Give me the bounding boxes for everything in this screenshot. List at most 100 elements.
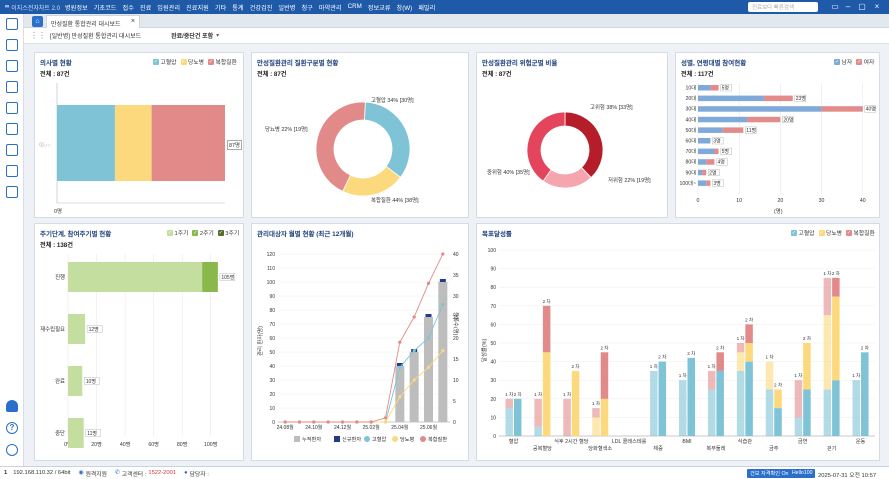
bar-segment <box>592 408 600 418</box>
ai-icon[interactable] <box>6 102 18 114</box>
user-icon[interactable] <box>6 81 18 93</box>
monthly-chart: 0 10 20 30 40 50 60 70 80 90 100 110 120 0 5 10 15 20 25 30… <box>267 252 459 443</box>
bar <box>409 352 419 422</box>
maximize-icon[interactable]: ▢ <box>858 2 866 11</box>
menu-item[interactable]: 패밀리 <box>418 4 436 12</box>
tick-label: 5 <box>453 399 456 405</box>
menu-item[interactable]: 병원정보 <box>64 4 88 12</box>
checkbox-icon[interactable]: ✓ <box>818 229 825 236</box>
remote-icon[interactable]: ◉ <box>78 470 84 476</box>
data-point <box>369 420 373 424</box>
checkbox-icon[interactable]: ✓ <box>192 229 199 236</box>
tick-label: 40 <box>860 198 866 204</box>
quick-search-input[interactable]: 진료보다 빠른검색 <box>748 2 818 12</box>
bar-segment <box>702 169 707 176</box>
staff-label: 담당자 : <box>189 471 209 478</box>
insurance-check-badge[interactable]: 건보 자격확인 On <box>747 469 792 478</box>
settings-icon[interactable] <box>6 123 18 135</box>
category-label: 금연 <box>798 437 808 445</box>
help-icon[interactable]: ? <box>6 422 18 434</box>
calculator-icon[interactable] <box>6 186 18 198</box>
tick-label: 70 <box>490 304 496 310</box>
y-axis-label: 달성률(%) <box>482 338 488 362</box>
bell-icon[interactable] <box>6 400 18 412</box>
bar-segment <box>745 361 753 436</box>
grid-icon[interactable]: ⋮⋮ <box>30 31 46 40</box>
checkbox-icon[interactable]: ✓ <box>791 229 797 236</box>
data-point <box>441 349 445 353</box>
checkbox-icon[interactable]: ✓ <box>834 58 840 65</box>
legend-male[interactable]: ✓ 남자 <box>834 57 852 66</box>
menu-item[interactable]: CRM <box>347 2 362 10</box>
hello100-badge[interactable]: Hello100 <box>789 469 816 478</box>
calendar-icon[interactable] <box>6 165 18 177</box>
panel-title: 목표달성률 <box>482 231 512 238</box>
filter-select[interactable]: 완료/중단건 포함 <box>171 34 214 40</box>
dashboard-icon[interactable] <box>6 18 18 30</box>
legend-cycle1[interactable]: ✓ 1주기 <box>167 228 188 237</box>
category-label: 혈압 <box>509 437 519 445</box>
checkbox-icon[interactable]: ✓ <box>167 229 173 236</box>
data-label: 1 차 <box>592 400 601 407</box>
window-icon[interactable]: ▭ <box>831 2 839 11</box>
category-label: 50대 <box>685 126 696 134</box>
menu-item[interactable]: 일반병 <box>278 4 296 12</box>
data-point <box>383 420 388 424</box>
checkbox-icon[interactable]: ✓ <box>153 58 159 65</box>
y2-axis-label: 등록수(명) <box>452 312 458 336</box>
legend-female[interactable]: ✓ 여자 <box>856 57 874 66</box>
data-label: 2 차 <box>774 382 783 389</box>
menu-item[interactable]: 통계 <box>232 4 244 12</box>
tab-label: 만성질환 통합관리 대시보드 <box>51 22 121 28</box>
menu-item[interactable]: 진료지원 <box>186 4 209 12</box>
legend-hypertension[interactable]: ✓ 고혈압 <box>791 228 815 237</box>
category-label: 100대~ <box>680 179 696 187</box>
bar-segment <box>710 85 719 91</box>
data-point <box>426 336 431 340</box>
checkbox-icon[interactable]: ✓ <box>180 58 187 65</box>
menu-item[interactable]: 정보교류 <box>367 4 391 12</box>
legend-complex[interactable]: ✓ 복합질환 <box>846 228 875 237</box>
document-icon[interactable] <box>6 39 18 51</box>
menu-item[interactable]: 건강검진 <box>249 4 273 12</box>
minimize-icon[interactable]: – <box>845 2 851 11</box>
menu-item[interactable]: 기초코드 <box>93 4 117 12</box>
chart-icon[interactable] <box>6 60 18 72</box>
menu-item[interactable]: 기타 <box>214 4 227 12</box>
data-label-box <box>219 273 236 281</box>
legend-cycle3[interactable]: ✓ 3주기 <box>217 228 239 237</box>
legend-diabetes[interactable]: ✓ 당뇨병 <box>818 228 842 237</box>
data-label: 11명 <box>87 430 97 437</box>
panel-goal-rate: 목표달성률 ✓ 고혈압 ✓ 당뇨병 ✓ 복합질환 0 10 20 30 40 50 60 70 80 9… <box>476 223 880 461</box>
remote-support-link[interactable]: 원격지원 <box>85 471 107 478</box>
legend-hypertension[interactable]: ✓ 고혈압 <box>153 57 177 66</box>
checkbox-icon[interactable]: ✓ <box>846 229 852 236</box>
legend: ✓ 남자 ✓ 여자 <box>834 57 874 66</box>
tick-label: 15 <box>453 357 459 363</box>
tick-label: 40 <box>490 360 496 366</box>
menu-item[interactable]: 창(W) <box>396 4 413 12</box>
checkbox-icon[interactable]: ✓ <box>856 58 863 65</box>
tick-label: 50 <box>269 350 275 356</box>
tab-close-icon[interactable]: × <box>130 18 135 25</box>
chevron-down-icon[interactable]: ▾ <box>216 33 220 39</box>
checkbox-icon[interactable]: ✓ <box>208 58 214 65</box>
menu-item[interactable]: 청구 <box>301 4 313 12</box>
legend-cycle2[interactable]: ✓ 2주기 <box>192 228 214 237</box>
legend-label: 고혈압 <box>372 435 387 443</box>
bar-segment <box>687 357 695 436</box>
gear-icon[interactable] <box>6 444 18 456</box>
menu-item[interactable]: 입원관리 <box>157 4 181 12</box>
close-icon[interactable]: × <box>874 2 880 11</box>
home-icon[interactable]: ⌂ <box>32 16 43 27</box>
menu-item[interactable]: 진료 <box>139 4 152 12</box>
menu-item[interactable]: 접수 <box>122 4 134 12</box>
edit-icon[interactable] <box>6 144 18 156</box>
category-label: 공복혈당 <box>533 444 552 452</box>
legend-diabetes[interactable]: ✓ 당뇨병 <box>180 57 204 66</box>
menu-item[interactable]: 마약관리 <box>318 4 342 12</box>
tab-dashboard[interactable]: 만성질환 통합관리 대시보드 × <box>46 15 140 28</box>
checkbox-icon[interactable]: ✓ <box>217 229 224 236</box>
tick-label: 25.04월 <box>391 424 409 431</box>
legend-complex[interactable]: ✓ 복합질환 <box>208 57 237 66</box>
